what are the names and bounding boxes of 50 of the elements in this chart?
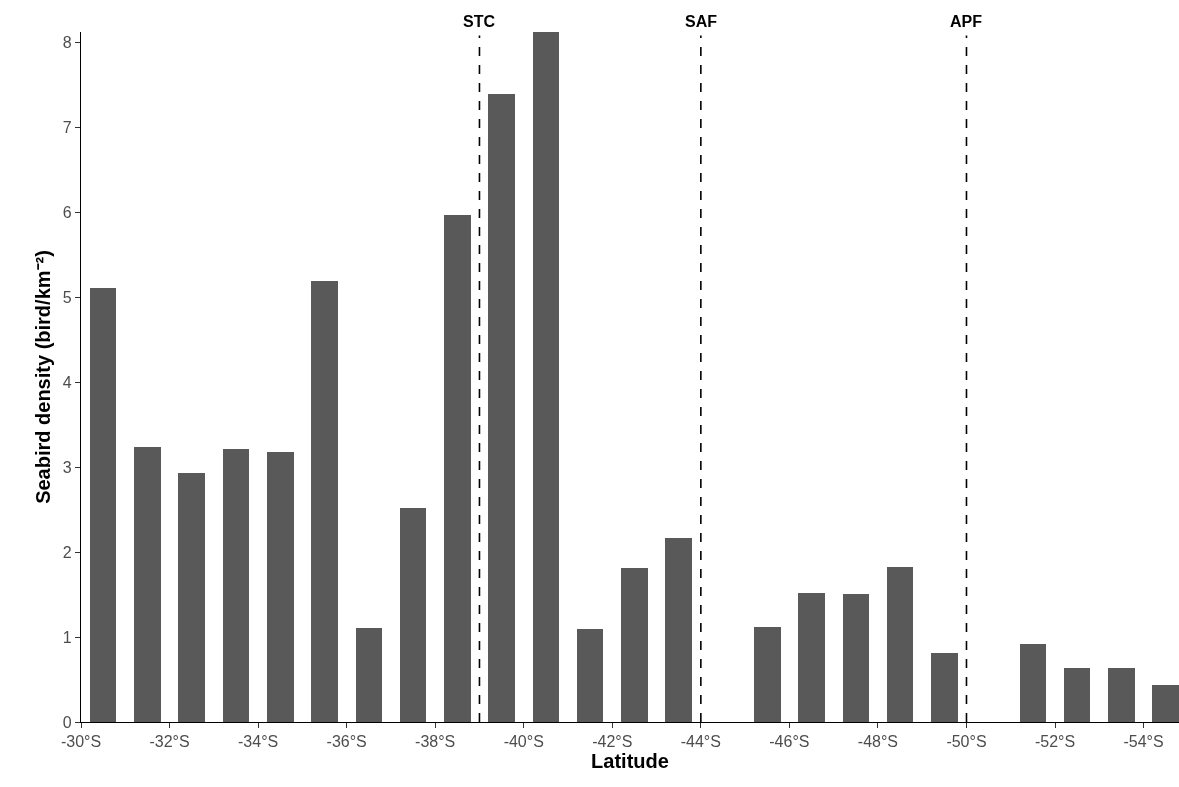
bar	[444, 215, 471, 722]
bar	[798, 593, 825, 722]
bar	[665, 538, 692, 722]
bar	[178, 473, 205, 722]
y-axis-title: Seabird density (bird/km⁻²)	[32, 250, 55, 504]
bar	[931, 653, 958, 722]
bar	[134, 447, 161, 722]
y-tick-label: 3	[62, 458, 72, 476]
x-tick-label: -36°S	[326, 733, 367, 751]
y-tick-label: 1	[62, 628, 72, 646]
x-tick-label: -44°S	[680, 733, 721, 751]
y-tick-label: 6	[62, 203, 72, 221]
x-tick-label: -54°S	[1123, 733, 1164, 751]
bar	[577, 629, 603, 722]
bar	[311, 281, 338, 722]
bar	[533, 32, 559, 722]
x-tick-label: -50°S	[946, 733, 987, 751]
ref-line-label: APF	[950, 13, 983, 30]
x-axis-title: Latitude	[591, 750, 669, 773]
bar	[90, 288, 116, 722]
ref-line-label: SAF	[685, 13, 718, 30]
x-tick-label: -30°S	[60, 733, 102, 751]
x-tick-label: -48°S	[857, 733, 899, 751]
bar	[1064, 668, 1090, 722]
x-tick-label: -52°S	[1034, 733, 1076, 751]
bar	[843, 594, 869, 722]
bar	[621, 568, 648, 722]
bar	[267, 452, 294, 722]
x-tick-label: -42°S	[592, 733, 633, 751]
x-tick-label: -38°S	[415, 733, 456, 751]
bar	[400, 508, 426, 722]
x-tick-label: -34°S	[238, 733, 279, 751]
y-tick-label: 2	[62, 543, 72, 561]
bar	[488, 94, 515, 722]
y-tick-label: 0	[62, 713, 72, 731]
bar	[223, 449, 249, 722]
y-tick-label: 8	[62, 33, 72, 51]
x-tick-label: -32°S	[149, 733, 190, 751]
ref-line-label: STC	[463, 13, 496, 30]
x-tick-label: -46°S	[769, 733, 810, 751]
y-tick-label: 7	[62, 118, 72, 136]
bar	[754, 627, 781, 722]
y-tick-label: 5	[62, 288, 72, 306]
bar	[887, 567, 913, 722]
x-tick-label: -40°S	[503, 733, 544, 751]
bar	[356, 628, 382, 722]
bar	[1020, 644, 1046, 722]
bar	[1152, 685, 1179, 722]
y-tick-label: 4	[62, 373, 72, 391]
bar	[1108, 668, 1135, 722]
